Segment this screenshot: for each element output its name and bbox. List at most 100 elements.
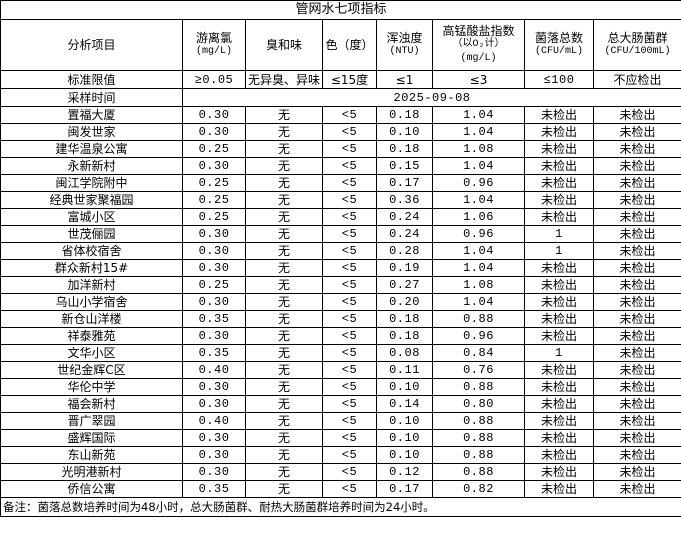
cell-value: <5: [322, 293, 377, 311]
header-unit: (mg/L): [460, 53, 497, 64]
cell-value: 0.30: [182, 106, 246, 124]
cell-value: 无: [245, 327, 323, 345]
header-unit: (mg/L): [195, 46, 232, 57]
cell-value: <5: [322, 106, 377, 124]
column-header: 游离氯 (mg/L): [182, 19, 246, 71]
sample-site: 省体校宿舍: [0, 242, 183, 260]
cell-value: 0.88: [432, 378, 525, 396]
cell-value: 0.30: [182, 327, 246, 345]
cell-value: 未检出: [524, 412, 594, 430]
sampling-date: 2025-09-08: [181, 88, 681, 107]
cell-value: 无: [245, 242, 323, 260]
table-row: 群众新村15# 0.30 无 <5 0.19 1.04 未检出 未检出: [0, 259, 681, 277]
cell-value: 未检出: [524, 429, 594, 447]
standard-value: ≥0.05: [182, 70, 246, 89]
standard-label: 标准限值: [0, 70, 183, 89]
cell-value: 未检出: [524, 259, 594, 277]
cell-value: 无: [245, 174, 323, 192]
standard-value: 不应检出: [592, 70, 681, 89]
cell-value: <5: [322, 480, 377, 498]
table-row: 富城小区 0.25 无 <5 0.24 1.06 未检出 未检出: [0, 208, 681, 226]
cell-value: 0.24: [376, 225, 433, 243]
cell-value: 0.12: [376, 463, 433, 481]
cell-value: <5: [322, 140, 377, 158]
cell-value: 0.82: [432, 480, 525, 498]
cell-value: 0.30: [182, 463, 246, 481]
cell-value: 0.35: [182, 310, 246, 328]
sample-site: 侨信公寓: [0, 480, 183, 498]
cell-value: 0.96: [432, 225, 525, 243]
cell-value: 未检出: [524, 174, 594, 192]
sample-site: 闽江学院附中: [0, 174, 183, 192]
cell-value: 1.06: [432, 208, 525, 226]
cell-value: 未检出: [592, 123, 681, 141]
table-title: 管网水七项指标: [0, 0, 681, 20]
cell-value: 无: [245, 361, 323, 379]
cell-value: <5: [322, 310, 377, 328]
standard-value: ≤15度: [322, 70, 377, 89]
cell-value: 0.96: [432, 174, 525, 192]
cell-value: 0.96: [432, 327, 525, 345]
cell-value: 未检出: [524, 463, 594, 481]
cell-value: 0.30: [182, 157, 246, 175]
cell-value: <5: [322, 259, 377, 277]
cell-value: 0.10: [376, 123, 433, 141]
standard-value: ≤100: [524, 70, 594, 89]
cell-value: 无: [245, 480, 323, 498]
standard-value: ≤3: [432, 70, 525, 89]
sample-site: 盛辉国际: [0, 429, 183, 447]
cell-value: 0.30: [182, 225, 246, 243]
table-row: 祥泰雅苑 0.30 无 <5 0.18 0.96 未检出 未检出: [0, 327, 681, 345]
sample-site: 乌山小学宿舍: [0, 293, 183, 311]
table-row: 置福大厦 0.30 无 <5 0.18 1.04 未检出 未检出: [0, 106, 681, 124]
cell-value: 0.25: [182, 208, 246, 226]
cell-value: <5: [322, 429, 377, 447]
cell-value: 0.10: [376, 446, 433, 464]
header-label: 高锰酸盐指数: [442, 24, 515, 38]
table-row: 晋广翠园 0.40 无 <5 0.10 0.88 未检出 未检出: [0, 412, 681, 430]
sample-site: 建华温泉公寓: [0, 140, 183, 158]
cell-value: 无: [245, 259, 323, 277]
sample-site: 新仓山洋楼: [0, 310, 183, 328]
cell-value: 0.15: [376, 157, 433, 175]
column-header: 臭和味: [245, 19, 323, 71]
cell-value: 未检出: [592, 378, 681, 396]
cell-value: 0.25: [182, 276, 246, 294]
cell-value: 0.30: [182, 242, 246, 260]
sample-site: 加洋新村: [0, 276, 183, 294]
cell-value: 未检出: [592, 344, 681, 362]
header-label: 色（度）: [325, 38, 374, 52]
cell-value: 无: [245, 310, 323, 328]
table-row: 光明港新村 0.30 无 <5 0.12 0.88 未检出 未检出: [0, 463, 681, 481]
cell-value: 未检出: [592, 157, 681, 175]
cell-value: 未检出: [524, 480, 594, 498]
table-row: 乌山小学宿舍 0.30 无 <5 0.20 1.04 未检出 未检出: [0, 293, 681, 311]
cell-value: 无: [245, 123, 323, 141]
cell-value: 无: [245, 463, 323, 481]
header-label: 分析项目: [67, 38, 116, 52]
cell-value: 未检出: [524, 446, 594, 464]
cell-value: 未检出: [524, 276, 594, 294]
cell-value: 0.30: [182, 293, 246, 311]
cell-value: <5: [322, 361, 377, 379]
cell-value: 0.10: [376, 378, 433, 396]
sample-site: 经典世家聚福园: [0, 191, 183, 209]
cell-value: <5: [322, 242, 377, 260]
sample-site: 群众新村15#: [0, 259, 183, 277]
cell-value: 0.10: [376, 429, 433, 447]
cell-value: 0.17: [376, 174, 433, 192]
cell-value: 未检出: [524, 208, 594, 226]
cell-value: 0.88: [432, 412, 525, 430]
header-label: 游离氯: [195, 31, 232, 45]
column-header: 分析项目: [0, 19, 183, 71]
cell-value: 0.28: [376, 242, 433, 260]
sample-site: 置福大厦: [0, 106, 183, 124]
table-row: 侨信公寓 0.35 无 <5 0.17 0.82 未检出 未检出: [0, 480, 681, 498]
table-row: 华伦中学 0.30 无 <5 0.10 0.88 未检出 未检出: [0, 378, 681, 396]
cell-value: 未检出: [592, 480, 681, 498]
cell-value: 未检出: [592, 446, 681, 464]
column-header: 菌落总数 (CFU/mL): [524, 19, 594, 71]
cell-value: 未检出: [592, 327, 681, 345]
cell-value: 0.20: [376, 293, 433, 311]
cell-value: 无: [245, 191, 323, 209]
